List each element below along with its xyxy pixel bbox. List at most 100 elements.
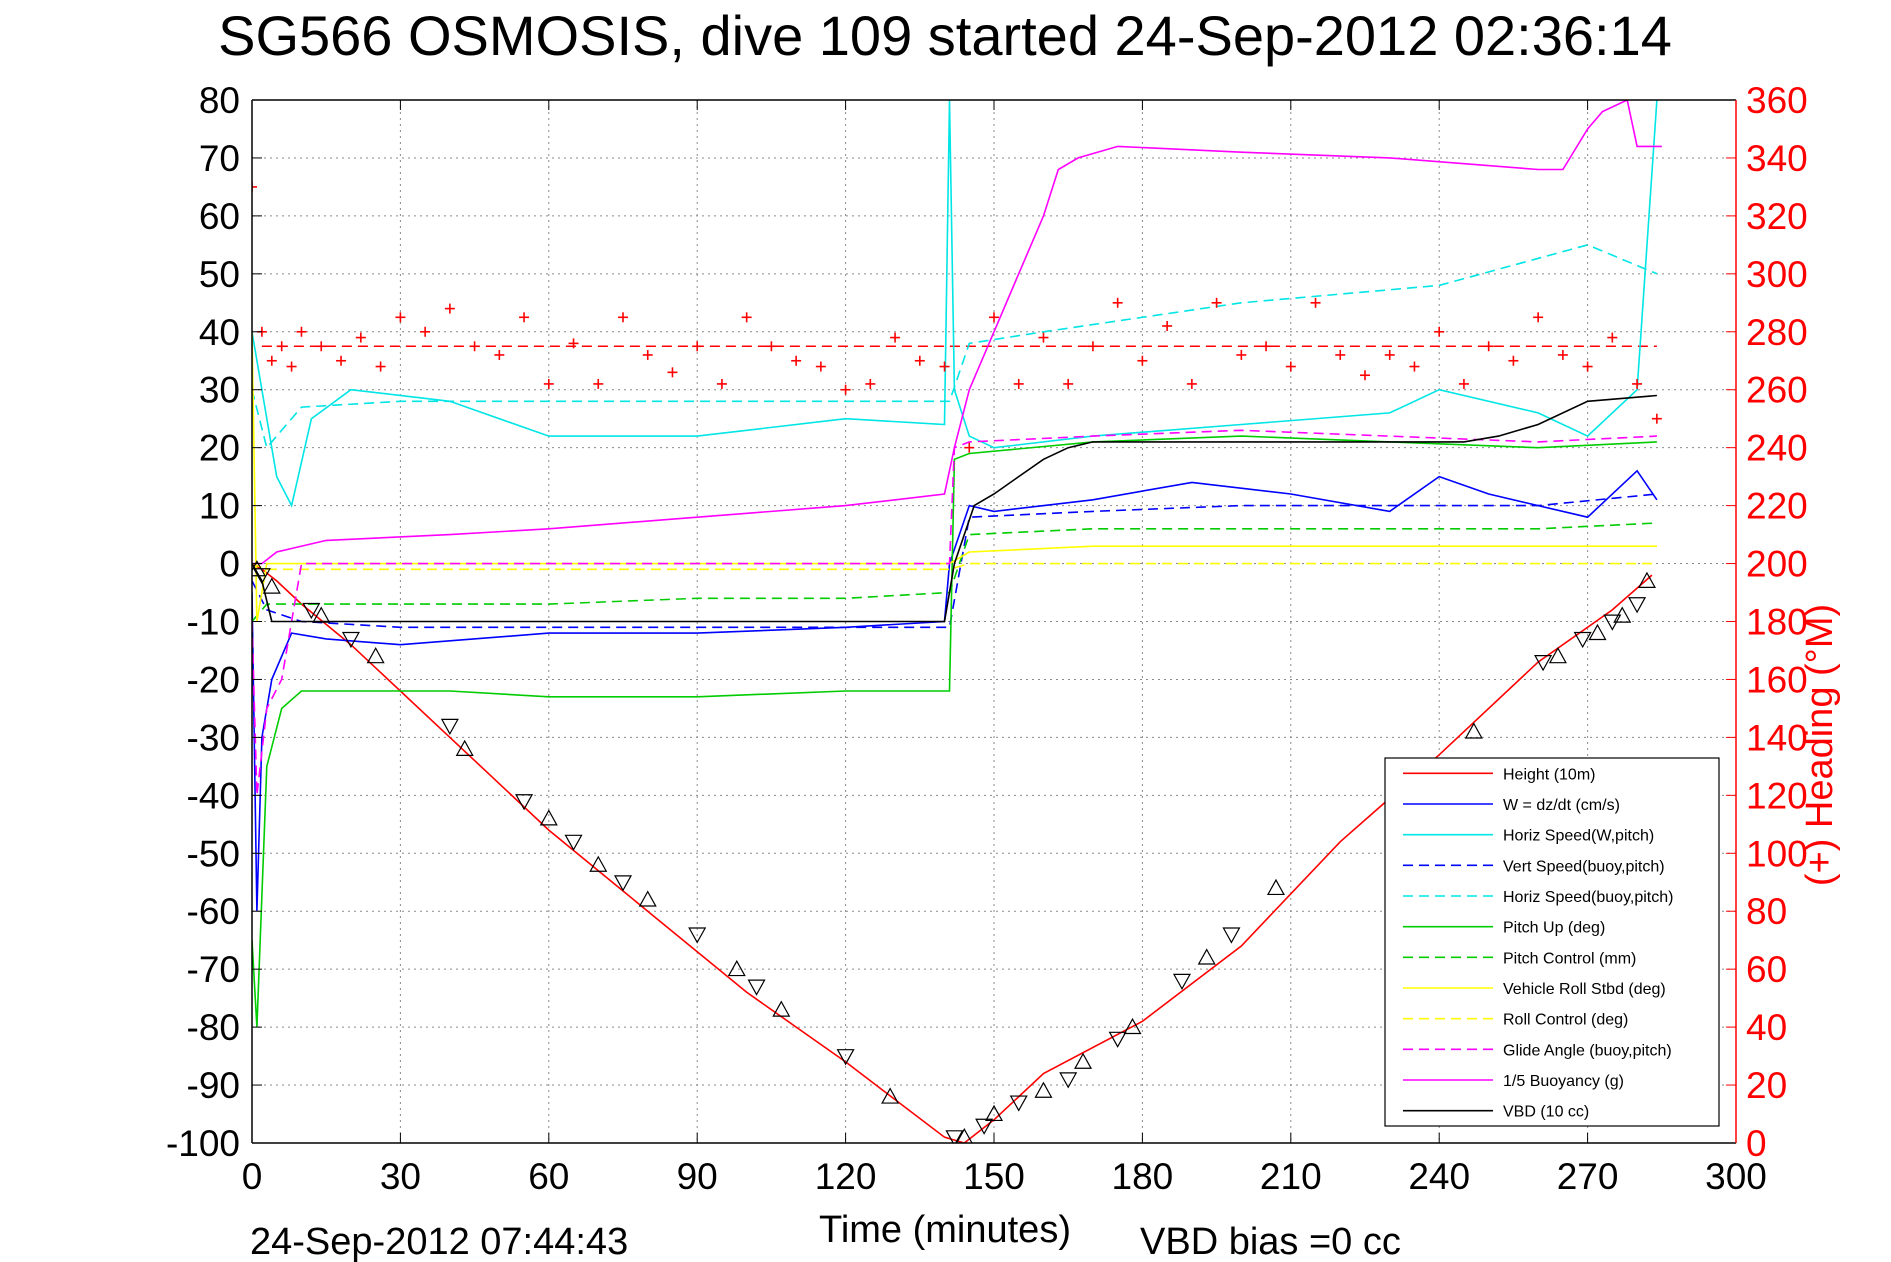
depth-triangle-marker <box>1009 1095 1028 1112</box>
depth-triangle-marker <box>1548 647 1567 664</box>
depth-triangle-marker <box>836 1049 855 1066</box>
heading-point <box>568 338 579 349</box>
legend-label-pitch-control-mm: Pitch Control (mm) <box>1503 950 1636 967</box>
y-tick-label: -60 <box>187 891 240 932</box>
heading-point <box>296 326 307 337</box>
depth-triangle-marker <box>302 602 321 620</box>
depth-triangle-marker <box>688 927 707 944</box>
right-tick-label: 180 <box>1746 602 1808 643</box>
heading-point <box>939 361 950 372</box>
heading-point <box>1607 332 1618 343</box>
axes-layer <box>251 99 1737 1144</box>
heading-point <box>494 349 505 360</box>
y-tick-label: -70 <box>187 949 240 990</box>
heading-point <box>1557 349 1568 360</box>
heading-point <box>1409 361 1420 372</box>
x-tick-label: 120 <box>815 1156 877 1197</box>
heading-point <box>791 355 802 366</box>
series-1-5-buoyancy-g <box>252 100 1662 565</box>
heading-point <box>1335 349 1346 360</box>
heading-point <box>1186 378 1197 389</box>
x-tick-label: 0 <box>242 1156 263 1197</box>
y-tick-label: -80 <box>187 1007 240 1048</box>
heading-point <box>1458 378 1469 389</box>
depth-triangle-marker <box>1222 927 1241 944</box>
heading-point <box>667 367 678 378</box>
y-tick-label: -100 <box>166 1123 240 1164</box>
depth-triangle-marker <box>366 647 385 664</box>
heading-point <box>840 384 851 395</box>
depth-triangle-marker <box>1108 1031 1127 1048</box>
depth-triangle-marker <box>747 979 766 996</box>
heading-point <box>276 341 287 352</box>
x-tick-label: 240 <box>1408 1156 1470 1197</box>
legend-label-height-10m: Height (10m) <box>1503 766 1595 783</box>
heading-point <box>741 312 752 323</box>
right-tick-label: 280 <box>1746 312 1808 353</box>
right-axis-label: (+) Heading (°M) <box>1799 604 1841 886</box>
footer-timestamp: 24-Sep-2012 07:44:43 <box>250 1221 628 1262</box>
depth-triangle-marker <box>881 1087 900 1104</box>
depth-triangle-marker <box>1172 973 1191 990</box>
heading-point <box>890 332 901 343</box>
y-tick-label: 0 <box>219 544 240 585</box>
x-tick-label: 30 <box>380 1156 421 1197</box>
heading-point <box>1211 297 1222 308</box>
depth-triangle-marker <box>1613 606 1632 623</box>
series-horiz-speed-w-pitch <box>252 100 1658 508</box>
right-tick-label: 200 <box>1746 544 1808 585</box>
heading-point <box>252 181 257 192</box>
depth-triangle-marker <box>1266 878 1285 896</box>
depth-triangle-marker <box>1074 1052 1093 1069</box>
heading-point <box>1310 297 1321 308</box>
heading-point <box>444 303 455 314</box>
heading-point <box>543 378 554 389</box>
depth-triangle-marker <box>589 855 608 872</box>
depth-triangle-marker <box>727 959 746 977</box>
x-tick-label: 180 <box>1112 1156 1174 1197</box>
depth-triangle-marker <box>440 718 459 736</box>
depth-triangle-marker <box>341 631 360 649</box>
footer-vbd-bias: VBD bias =0 cc <box>1140 1221 1401 1262</box>
heading-point <box>1162 320 1173 331</box>
heading-point <box>286 361 297 372</box>
heading-point <box>1384 349 1395 360</box>
heading-point <box>375 361 386 372</box>
heading-point <box>1261 341 1272 352</box>
right-tick-label: 340 <box>1746 138 1808 179</box>
depth-triangle-marker <box>539 809 558 826</box>
heading-point <box>766 341 777 352</box>
y-tick-label: -20 <box>187 659 240 700</box>
heading-point <box>1360 370 1370 381</box>
y-tick-label: 40 <box>199 312 240 353</box>
depth-triangle-marker <box>312 606 331 623</box>
heading-point <box>1285 361 1296 372</box>
y-tick-label: -40 <box>187 775 240 816</box>
depth-triangle-marker <box>1059 1072 1078 1089</box>
right-tick-label: 220 <box>1746 486 1808 527</box>
legend-label-vert-speed-buoy-pitch: Vert Speed(buoy,pitch) <box>1503 858 1665 875</box>
right-tick-label: 240 <box>1746 428 1808 469</box>
right-tick-label: 360 <box>1746 80 1808 121</box>
right-tick-label: 80 <box>1746 891 1787 932</box>
depth-triangle-marker <box>1534 655 1553 672</box>
heading-point <box>1632 378 1643 389</box>
y-tick-label: 60 <box>199 196 240 237</box>
right-tick-label: 300 <box>1746 254 1808 295</box>
heading-point <box>642 349 653 360</box>
heading-point <box>1533 312 1544 323</box>
depth-triangle-marker <box>1628 597 1647 614</box>
y-tick-label: 50 <box>199 254 240 295</box>
heading-point <box>1112 297 1123 308</box>
right-tick-label: 0 <box>1746 1123 1767 1164</box>
y-tick-label: 20 <box>199 428 240 469</box>
right-tick-label: 320 <box>1746 196 1808 237</box>
right-tick-label: 60 <box>1746 949 1787 990</box>
depth-triangle-marker <box>984 1104 1004 1122</box>
heading-point <box>1483 341 1494 352</box>
heading-point <box>336 355 347 366</box>
depth-triangle-marker <box>1573 631 1592 649</box>
legend-label-roll-control-deg: Roll Control (deg) <box>1503 1012 1628 1029</box>
heading-point <box>914 355 925 366</box>
